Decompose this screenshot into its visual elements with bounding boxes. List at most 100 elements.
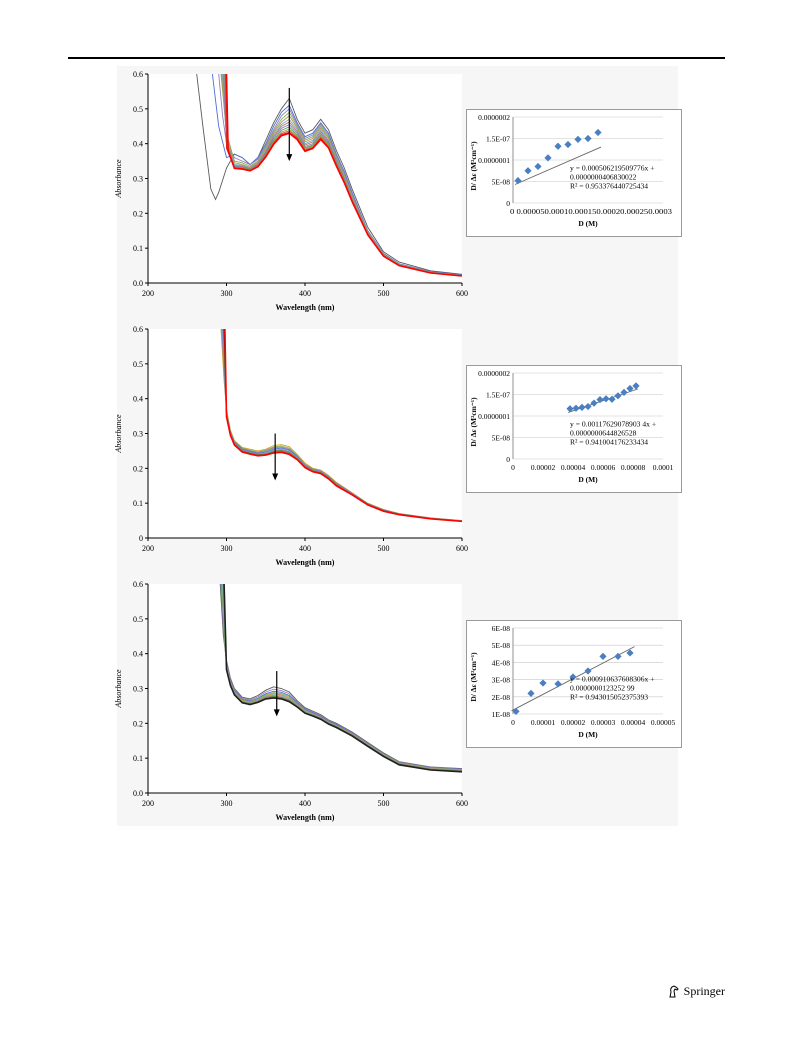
x-tick-label: 0.00004 [561,463,586,472]
data-point [626,384,634,393]
data-point [512,707,520,716]
data-point [514,177,522,185]
data-point [564,140,572,149]
x-tick-labels: 0 0.000050.00010.000150.00020.000250.000… [510,207,672,216]
x-tick-label: 600 [456,799,468,808]
y-tick-label: 0.4 [133,650,143,659]
x-tick-label: 400 [299,799,311,808]
y-axis-title: D/ Δε (M²cm⁻¹) [469,397,478,447]
spectrum-line [224,329,462,523]
y-tick-label: 0.3 [133,430,143,439]
x-tick-label: 0.00004 [621,718,646,727]
x-tick-label: 300 [221,289,233,298]
regression-annotation: y = 0.00117629078903 4x + [570,419,656,428]
y-tick-label: 0.0000001 [478,156,510,165]
x-axis-title: Wavelength (nm) [276,303,335,312]
plot-area [148,584,462,793]
x-axis-title: D (M) [578,730,598,739]
binding-plot-2: 0 5E-08 0.0000001 1.5E-07 0.0000002 0 0.00002 0… [469,369,674,484]
x-tick-label: 0.00001 [531,718,556,727]
data-point [527,689,535,697]
y-axis-title: Absorbance [114,669,123,709]
y-tick-label: 0 [139,534,143,543]
y-tick-label: 0 [506,455,510,464]
y-tick-label: 0.0000002 [478,369,510,378]
data-point [554,680,562,688]
y-tick-label: 0.3 [133,175,143,184]
data-point [614,392,622,400]
x-tick-label: 500 [378,799,390,808]
y-tick-label: 0.5 [133,360,143,369]
y-tick-label: 0.0 [133,789,143,798]
regression-annotation: R² = 0.941004176233434 [570,437,648,446]
x-axis-title: D (M) [578,475,598,484]
data-point [524,167,532,175]
data-point [572,404,580,412]
binding-plot-1: 0 5E-08 0.0000001 1.5E-07 0.0000002 0 0.00005… [469,113,672,228]
y-tick-label: 5E-08 [492,641,511,650]
x-tick-label: 500 [378,544,390,553]
binding-plot-3: 1E-08 2E-08 3E-08 4E-08 5E-08 6E-08 0 0.00001 0.… [469,624,675,739]
y-tick-label: 0.0 [133,279,143,288]
y-tick-label: 1.5E-07 [486,135,510,144]
header-rule [68,57,725,59]
data-point [539,679,547,687]
y-tick-label: 0.5 [133,615,143,624]
absorbance-chart-3: 0.0 0.1 0.2 0.3 0.4 0.5 0.6 200 300 400 500 600 Wave… [114,580,468,822]
y-tick-label: 0.4 [133,395,143,404]
x-tick-label: 600 [456,289,468,298]
data-point [584,134,592,143]
x-tick-label: 0.0001 [653,463,674,472]
page-footer: Springer [667,984,725,999]
x-tick-label: 0.00006 [591,463,616,472]
trend-arrow-head [272,473,279,481]
y-tick-label: 0.1 [133,244,143,253]
x-tick-label: 0 [511,718,515,727]
y-tick-label: 0.2 [133,719,143,728]
publisher-name: Springer [683,984,725,998]
data-point [594,128,602,137]
x-tick-label: 600 [456,544,468,553]
y-tick-label: 0.1 [133,499,143,508]
absorbance-chart-1: 0.0 0.1 0.2 0.3 0.4 0.5 0.6 200 300 400 500 600 Wave… [114,70,468,312]
y-tick-label: 0.0000002 [478,113,510,122]
data-point [602,395,610,403]
data-point [626,649,634,657]
data-point [599,652,607,660]
plot-area [148,74,462,283]
absorbance-chart-2: 0 0.1 0.2 0.3 0.4 0.5 0.6 200 300 400 500 600 Wavele… [114,325,468,567]
data-point [614,652,622,660]
data-point [584,402,592,411]
y-tick-label: 3E-08 [492,676,511,685]
x-tick-label: 300 [221,799,233,808]
y-tick-label: 0.6 [133,70,143,79]
y-tick-label: 5E-08 [492,178,511,187]
y-tick-label: 0 [506,199,510,208]
data-point [578,403,586,411]
regression-annotation: 0.0000000644826528 [570,428,637,437]
y-axis-title: Absorbance [114,414,123,454]
data-point [544,154,552,162]
data-point [584,667,592,675]
y-tick-label: 5E-08 [492,434,511,443]
binding-plot-2-frame: 0 5E-08 0.0000001 1.5E-07 0.0000002 0 0.00002 0… [466,365,682,493]
trend-arrow-head [273,709,280,717]
y-axis-title: D/ Δε (M²cm⁻¹) [469,141,478,191]
data-point [574,135,582,143]
x-tick-label: 0.00002 [561,718,586,727]
y-tick-label: 0.6 [133,580,143,589]
y-axis-title: Absorbance [114,159,123,199]
y-tick-label: 1E-08 [492,710,511,719]
spectrum-line [223,584,462,773]
regression-annotation: R² = 0.953376440725434 [570,181,648,190]
regression-annotation: 0.0000000406830022 [570,172,637,181]
plot-area [148,329,462,538]
x-tick-label: 0 [511,463,515,472]
data-point [590,399,598,407]
data-point [566,405,574,413]
y-tick-label: 0.1 [133,754,143,763]
springer-horse-icon [669,985,679,998]
y-tick-label: 1.5E-07 [486,391,510,400]
x-axis-title: D (M) [578,219,598,228]
x-axis-title: Wavelength (nm) [276,813,335,822]
